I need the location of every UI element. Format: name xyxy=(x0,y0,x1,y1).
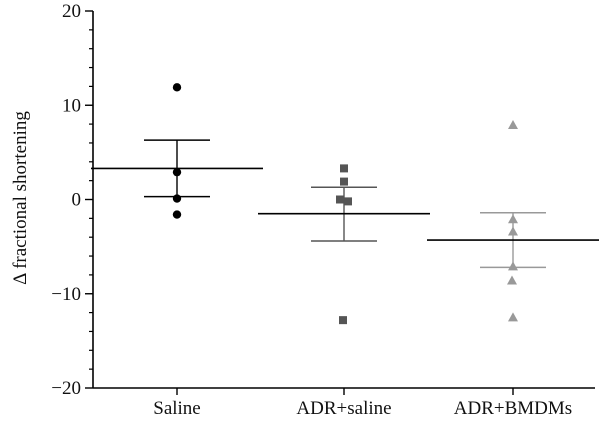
data-point-square xyxy=(340,164,348,173)
data-point-circle xyxy=(172,167,182,177)
y-tick-label: 10 xyxy=(62,95,81,116)
data-point-triangle xyxy=(507,275,517,285)
x-tick-label: ADR+BMDMs xyxy=(454,398,572,419)
data-point-circle xyxy=(172,194,182,203)
y-tick-label: 0 xyxy=(72,190,82,211)
data-point-triangle xyxy=(508,214,518,224)
data-point-triangle xyxy=(508,312,518,322)
data-point-circle xyxy=(172,83,182,92)
data-point-triangle xyxy=(508,261,518,271)
data-point-square xyxy=(340,177,348,186)
data-points xyxy=(172,83,518,325)
x-tick-label: ADR+saline xyxy=(296,398,391,419)
data-point-triangle xyxy=(508,120,518,130)
x-axis: Saline ADR+saline ADR+BMDMs xyxy=(93,387,595,419)
y-axis: −20 −10 0 10 20 xyxy=(51,1,94,399)
data-point-triangle xyxy=(508,226,518,236)
data-point-circle xyxy=(172,210,182,219)
data-point-square xyxy=(336,195,344,204)
data-point-square xyxy=(339,316,347,325)
data-point-square xyxy=(344,197,352,206)
y-tick-label: −10 xyxy=(51,284,81,305)
y-axis-title: Δ fractional shortening xyxy=(10,111,31,285)
y-tick-label: 20 xyxy=(62,1,81,22)
x-tick-label: Saline xyxy=(153,398,201,419)
y-tick-label: −20 xyxy=(51,378,81,399)
